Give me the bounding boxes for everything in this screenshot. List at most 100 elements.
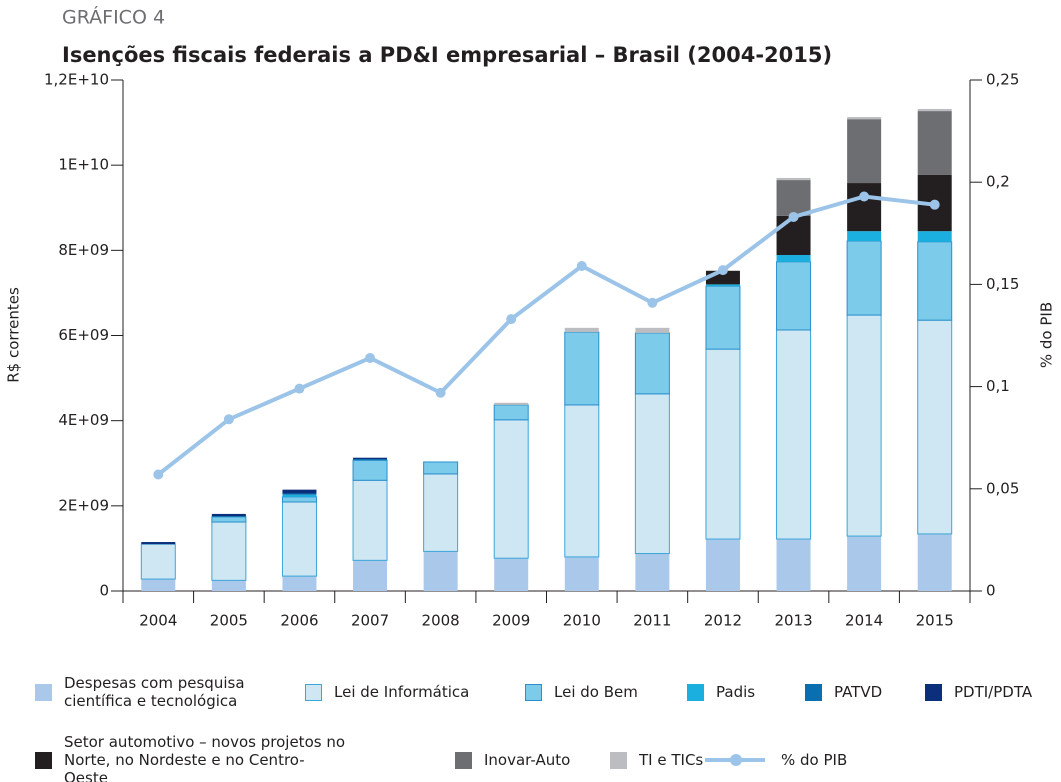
bar-segment: [564, 327, 599, 333]
line-point: [223, 414, 234, 425]
line: [157, 194, 935, 477]
chart-title: Isenções fiscais federais a PD&I empresa…: [62, 43, 832, 67]
legend-item: Setor automotivo – novos projetos no Nor…: [35, 733, 349, 782]
legend-label: Padis: [716, 683, 756, 701]
y2-tick-label: 0,25: [986, 71, 1019, 89]
bar-segment: [847, 183, 882, 232]
bar-segment: [564, 331, 600, 406]
x-tick-label: 2004: [139, 612, 177, 630]
y-tick-label: 8E+09: [58, 241, 109, 259]
legend-item: Despesas com pesquisa científica e tecno…: [35, 674, 264, 710]
line-point: [435, 387, 446, 398]
y2-tick-label: 0,1: [986, 377, 1010, 395]
bar-segment: [141, 579, 176, 591]
bar-segment: [494, 558, 529, 591]
y-tick-label: 1,2E+10: [44, 71, 109, 89]
x-tick-label: 2009: [492, 612, 530, 630]
bar-segment: [776, 261, 812, 331]
line-point: [929, 199, 940, 210]
legend-item: PATVD: [805, 674, 882, 710]
bar-segment: [917, 108, 952, 112]
y-tick-label: 6E+09: [58, 326, 109, 344]
x-tick-label: 2005: [210, 612, 248, 630]
bar-segment: [846, 240, 882, 316]
legend-item: Lei do Bem: [525, 674, 638, 710]
line-point: [294, 383, 305, 394]
bar-segment: [917, 111, 952, 175]
bar-segment: [634, 332, 670, 395]
bar-segment: [776, 215, 811, 256]
y-axis-label: R$ correntes: [5, 287, 23, 383]
bar-segment: [917, 241, 953, 321]
y-tick-label: 2E+09: [58, 496, 109, 514]
bar-segment: [917, 231, 952, 242]
bar-segment: [281, 501, 317, 577]
legend-swatch: [35, 751, 52, 769]
legend-item: PDTI/PDTA: [925, 674, 1032, 710]
bar-segment: [705, 348, 741, 540]
bar-segment: [493, 404, 529, 421]
bar-segment: [635, 327, 670, 333]
bar-segment: [847, 536, 882, 591]
legend-label: PATVD: [834, 683, 883, 701]
legend-label: PDTI/PDTA: [954, 683, 1033, 701]
line-point: [788, 211, 799, 222]
bar-segment: [847, 231, 882, 241]
bar-segment: [282, 493, 317, 495]
y2-axis-label: % do PIB: [1038, 302, 1056, 368]
x-tick-label: 2015: [916, 612, 954, 630]
bar-segment: [635, 553, 670, 591]
legend-swatch: [687, 683, 704, 701]
legend-label: % do PIB: [781, 751, 848, 769]
legend-swatch: [805, 683, 822, 701]
y2-tick-label: 0,15: [986, 275, 1019, 293]
line-point: [647, 297, 658, 308]
bar-segment: [352, 479, 388, 561]
x-tick-label: 2011: [633, 612, 671, 630]
legend-label: Lei do Bem: [554, 683, 638, 701]
bar-segment: [847, 119, 882, 184]
bar-segment: [917, 533, 952, 591]
bar-segment: [564, 556, 599, 591]
bar-segment: [776, 329, 812, 540]
legend-swatch: [35, 683, 52, 701]
bar-segment: [211, 513, 246, 517]
legend-swatch: [525, 683, 542, 701]
bar-segment: [281, 496, 317, 503]
bar-segment: [917, 319, 953, 535]
legend-swatch: [455, 751, 472, 769]
y-tick-label: 4E+09: [58, 411, 109, 429]
legend-label: TI e TICs: [639, 751, 704, 769]
bar-segment: [776, 255, 811, 262]
legend-item: % do PIB: [705, 742, 847, 778]
bar-segment: [282, 576, 317, 591]
line-point: [365, 352, 376, 363]
bar-segment: [282, 489, 317, 494]
bar-segment: [352, 459, 388, 481]
line-point: [153, 469, 164, 480]
x-tick-label: 2006: [280, 612, 318, 630]
bar-segment: [423, 551, 458, 591]
y-tick-label: 0: [99, 582, 109, 600]
bar-segment: [211, 521, 247, 581]
legend-marker: [730, 754, 742, 766]
bar-segment: [353, 457, 388, 459]
bar-segment: [564, 404, 600, 558]
bar-segment: [494, 402, 529, 405]
y2-tick-label: 0,2: [986, 173, 1010, 191]
legend-item: Inovar-Auto: [455, 742, 570, 778]
legend-swatch: [705, 754, 765, 766]
line-point: [859, 191, 870, 202]
bar-segment: [634, 393, 670, 555]
bar-segment: [282, 494, 317, 497]
legend-swatch: [610, 751, 627, 769]
bar-segment: [776, 180, 811, 216]
legend-swatch: [925, 683, 942, 701]
bar-segment: [705, 284, 740, 287]
bar-segment: [211, 516, 246, 517]
x-tick-label: 2014: [845, 612, 883, 630]
x-tick-label: 2008: [422, 612, 460, 630]
x-tick-label: 2013: [774, 612, 812, 630]
chart-subtitle: GRÁFICO 4: [62, 6, 165, 29]
